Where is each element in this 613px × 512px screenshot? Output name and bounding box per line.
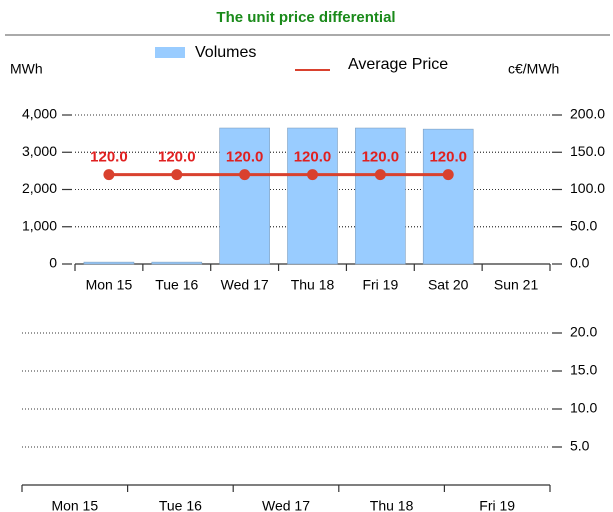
y2-tick-label: 50.0 [570,217,597,233]
y2-tick-label: 15.0 [570,362,597,378]
bar [219,127,270,265]
x-tick-label: Thu 18 [370,498,414,512]
y2-tick-label: 0.0 [570,255,590,271]
data-label: 120.0 [362,149,400,166]
bar [355,127,406,265]
y2-axis-label: c€/MWh [508,61,559,77]
legend-swatch [155,47,185,58]
price-point [103,169,115,181]
chart-title: The unit price differential [216,9,395,26]
data-label: 120.0 [226,149,264,166]
x-tick-label: Mon 15 [51,498,98,512]
x-tick-label: Tue 16 [159,498,202,512]
y2-tick-label: 10.0 [570,400,597,416]
price-point [171,169,183,181]
x-tick-label: Tue 16 [155,277,198,293]
bar [287,127,338,265]
data-label: 120.0 [158,149,196,166]
data-label: 120.0 [90,149,128,166]
x-tick-label: Fri 19 [362,277,398,293]
bar [83,261,135,265]
bar [422,128,474,265]
y-tick-label: 4,000 [22,106,57,122]
x-tick-label: Sat 20 [428,277,469,293]
y2-tick-label: 150.0 [570,143,605,159]
x-tick-label: Sun 21 [494,277,539,293]
y2-tick-label: 5.0 [570,438,590,454]
y-axis-label: MWh [10,61,43,77]
y2-tick-label: 20.0 [570,324,597,340]
x-tick-label: Wed 17 [221,277,269,293]
price-point [442,169,454,181]
price-point [307,169,318,181]
y2-tick-label: 200.0 [570,106,605,122]
y-tick-label: 1,000 [22,217,57,233]
x-tick-label: Wed 17 [262,498,310,512]
data-label: 120.0 [429,149,467,166]
price-point [374,169,386,181]
legend-label: Average Price [348,56,448,73]
bar [151,261,203,265]
x-tick-label: Mon 15 [86,277,133,293]
x-tick-label: Thu 18 [291,277,335,293]
y-tick-label: 0 [49,255,57,271]
x-tick-label: Fri 19 [479,498,515,512]
y-tick-label: 3,000 [22,143,57,159]
legend-label: Volumes [195,44,256,61]
y2-tick-label: 100.0 [570,180,605,196]
y-tick-label: 2,000 [22,180,57,196]
data-label: 120.0 [294,149,332,166]
price-point [239,169,251,181]
